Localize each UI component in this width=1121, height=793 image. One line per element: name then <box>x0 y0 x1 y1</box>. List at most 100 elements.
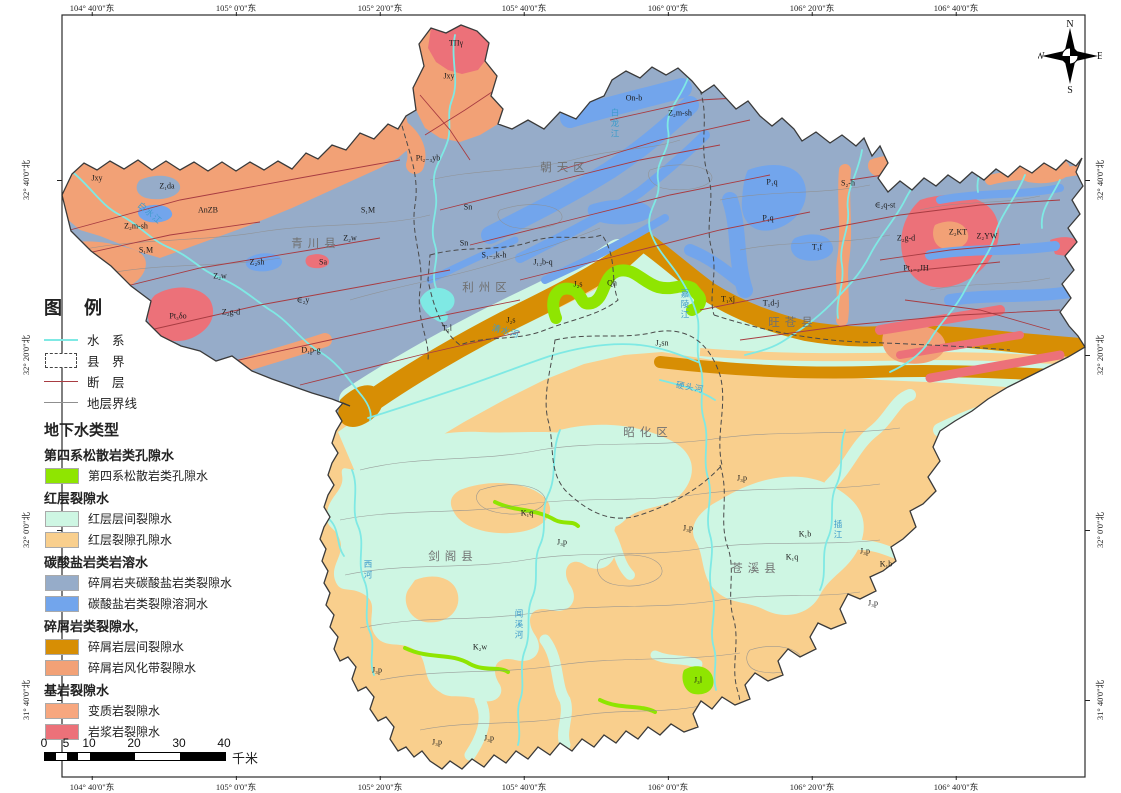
legend-row: 碎屑岩层间裂隙水 <box>44 636 309 657</box>
legend-label: 断 层 <box>87 376 125 390</box>
longitude-label: 106° 0'0"东 <box>647 776 689 792</box>
scale-number: 5 <box>62 736 70 750</box>
legend-row: 碎屑岩类裂隙水, <box>44 614 309 636</box>
legend-row-county: 县 界 <box>44 350 309 371</box>
tick-mark <box>57 530 62 531</box>
quaternary-patch <box>682 666 714 695</box>
legend-row: 岩浆岩裂隙水 <box>44 721 309 742</box>
legend-row-fault: 断 层 <box>44 371 309 392</box>
longitude-label: 106° 0'0"东 <box>647 3 689 16</box>
latitude-label: 31° 40'0"北 <box>21 679 31 721</box>
color-swatch <box>45 467 79 484</box>
map-frame <box>61 14 1086 778</box>
legend-row: 红层裂隙孔隙水 <box>44 529 309 550</box>
legend-row: 变质岩裂隙水 <box>44 700 309 721</box>
metamorphic-inlier <box>933 221 969 250</box>
legend-label: 第四系松散岩类孔隙水 <box>44 447 175 463</box>
longitude-label: 105° 20'0"东 <box>357 3 403 16</box>
longitude-label: 106° 40'0"东 <box>933 3 979 16</box>
latitude-label: 32° 20'0"北 <box>1095 334 1105 376</box>
fault-line-symbol <box>44 380 78 383</box>
legend-label: 变质岩裂隙水 <box>88 704 161 718</box>
legend-label: 基岩裂隙水 <box>44 682 110 698</box>
color-swatch <box>45 595 79 612</box>
latitude-label: 32° 40'0"北 <box>21 159 31 201</box>
legend-label: 碎屑岩夹碳酸盐岩类裂隙水 <box>88 576 233 590</box>
scale-number: 0 <box>40 736 48 750</box>
stratum-boundaries <box>79 139 1051 731</box>
color-swatch <box>45 702 79 719</box>
longitude-label: 105° 40'0"东 <box>501 3 547 16</box>
scale-bar: 0 5 10 20 30 40 千米 <box>40 736 284 770</box>
legend-label: 县 界 <box>87 355 125 369</box>
tick-mark <box>1085 180 1090 181</box>
longitude-label: 105° 0'0"东 <box>215 776 257 792</box>
legend-row: 碳酸盐岩类岩溶水 <box>44 550 309 572</box>
quaternary-areas <box>403 264 707 714</box>
tick-mark <box>1085 700 1090 701</box>
legend-label: 岩浆岩裂隙水 <box>88 725 161 739</box>
latitude-label: 32° 0'0"北 <box>21 511 31 549</box>
lake <box>420 287 455 323</box>
legend-label: 红层裂隙孔隙水 <box>88 533 173 547</box>
latitude-label: 32° 40'0"北 <box>1095 159 1105 201</box>
longitude-label: 104° 40'0"东 <box>69 776 115 792</box>
tick-mark <box>1085 355 1090 356</box>
legend-row: 碎屑岩夹碳酸盐岩类裂隙水 <box>44 572 309 593</box>
stratum-line-symbol <box>44 402 78 403</box>
rivers-layer <box>69 34 1061 746</box>
compass-star <box>1042 28 1098 84</box>
longitude-label: 105° 0'0"东 <box>215 3 257 16</box>
legend-row: 红层层间裂隙水 <box>44 508 309 529</box>
scale-number: 10 <box>82 736 96 750</box>
longitude-label: 106° 20'0"东 <box>789 776 835 792</box>
color-swatch <box>45 574 79 591</box>
greyblue-inlier <box>136 175 181 200</box>
legend-label: 碎屑岩风化带裂隙水 <box>88 661 197 675</box>
color-swatch <box>45 638 79 655</box>
longitude-label: 106° 40'0"东 <box>933 776 979 792</box>
legend-label: 碎屑岩类裂隙水, <box>44 618 139 634</box>
legend-row: 第四系松散岩类孔隙水 <box>44 443 309 465</box>
compass-w-label: W <box>1038 51 1045 62</box>
latitude-label: 31° 40'0"北 <box>1095 679 1105 721</box>
region-outline <box>61 24 1086 770</box>
carbonate-lenses <box>138 165 834 272</box>
county-boundary-symbol <box>44 353 78 368</box>
color-swatch <box>45 531 79 548</box>
latitude-label: 32° 20'0"北 <box>21 334 31 376</box>
tick-mark <box>1085 530 1090 531</box>
scale-number: 40 <box>217 736 231 750</box>
legend-row: 碎屑岩风化带裂隙水 <box>44 657 309 678</box>
groundwater-types-title: 地下水类型 <box>44 423 120 439</box>
legend-label: 第四系松散岩类孔隙水 <box>88 469 209 483</box>
color-swatch <box>45 659 79 676</box>
compass-s-label: S <box>1067 85 1073 94</box>
legend-label: 碳酸盐岩类裂隙溶洞水 <box>88 597 209 611</box>
county-boundaries <box>399 89 1011 749</box>
longitude-label: 106° 20'0"东 <box>789 3 835 16</box>
legend-label: 地层界线 <box>87 397 138 411</box>
compass-rose: N S E W <box>1038 20 1102 94</box>
legend-row-stratum: 地层界线 <box>44 392 309 413</box>
latitude-label: 32° 0'0"北 <box>1095 511 1105 549</box>
tick-mark <box>57 180 62 181</box>
legend-label: 红层裂隙水 <box>44 490 110 506</box>
scale-number: 30 <box>172 736 186 750</box>
longitude-label: 105° 20'0"东 <box>357 776 403 792</box>
color-swatch <box>45 723 79 740</box>
groundwater-legend-rows: 第四系松散岩类孔隙水 第四系松散岩类孔隙水 红层裂隙水 红层层间裂隙水 <box>44 443 309 742</box>
tick-mark <box>57 700 62 701</box>
river-line-symbol <box>44 338 78 341</box>
color-swatch <box>45 510 79 527</box>
legend-title: 图 例 <box>44 298 104 318</box>
compass-e-label: E <box>1097 51 1102 62</box>
compass-n-label: N <box>1066 20 1073 30</box>
legend: 图 例 水 系 县 界 断 层 地层界线 地下水类型 第四系松散岩类孔隙水 <box>44 294 309 742</box>
legend-label: 水 系 <box>87 334 125 348</box>
legend-label: 红层层间裂隙水 <box>88 512 173 526</box>
legend-row: 基岩裂隙水 <box>44 678 309 700</box>
legend-row-river: 水 系 <box>44 329 309 350</box>
